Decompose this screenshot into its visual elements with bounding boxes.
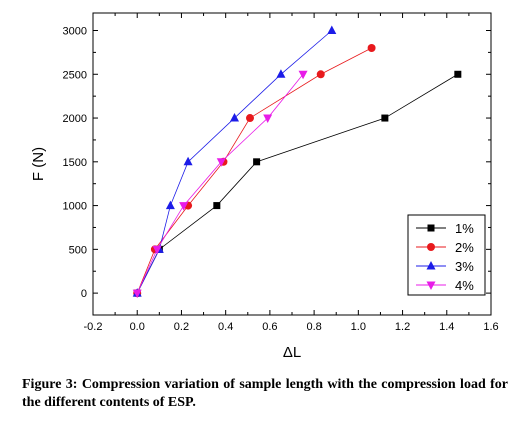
y-tick-label: 1500 <box>63 157 87 169</box>
legend-marker <box>426 281 436 290</box>
data-point <box>152 245 162 255</box>
x-tick-label: 0.6 <box>262 321 277 333</box>
data-point <box>183 156 193 166</box>
x-tick-label: 1.4 <box>439 321 454 333</box>
legend-label: 2% <box>455 240 474 255</box>
data-point <box>327 25 337 35</box>
x-tick-label: -0.2 <box>84 321 103 333</box>
data-point <box>276 69 286 78</box>
legend: 1% 2% 3% 4% <box>407 214 486 296</box>
series-layer <box>132 25 462 299</box>
y-tick-label: 500 <box>69 244 87 256</box>
y-tick-label: 2500 <box>63 69 87 81</box>
data-point <box>367 44 376 53</box>
data-point <box>230 113 240 122</box>
data-point <box>454 70 462 78</box>
series-4 <box>132 70 308 299</box>
x-axis-title: ΔL <box>283 344 301 361</box>
y-tick-label: 2000 <box>63 113 87 125</box>
legend-label: 4% <box>455 278 474 293</box>
data-point <box>245 114 254 123</box>
legend-marker <box>427 243 435 251</box>
legend-item: 1% <box>416 221 474 236</box>
y-tick-label: 0 <box>81 288 87 300</box>
x-tick-label: 0.2 <box>174 321 189 333</box>
data-point <box>381 114 389 122</box>
legend-label: 3% <box>455 259 474 274</box>
legend-item: 3% <box>416 259 474 274</box>
series-line <box>136 74 304 294</box>
x-tick-label: 1.0 <box>351 321 366 333</box>
data-point <box>263 114 273 124</box>
data-point <box>316 70 325 79</box>
x-tick-label: 0.8 <box>306 321 321 333</box>
figure-caption: Figure 3: Compression variation of sampl… <box>22 376 508 412</box>
data-point <box>179 202 189 211</box>
x-tick-label: 1.6 <box>483 321 498 333</box>
legend-marker <box>427 224 435 232</box>
y-tick-label: 1000 <box>63 201 87 213</box>
data-point <box>132 289 142 299</box>
data-point <box>216 158 226 167</box>
legend-label: 1% <box>455 221 474 236</box>
axis-ticks: -0.2 0.0 0.2 0.4 0.6 0.8 1.0 1.2 1.4 1.6 0 500 1000 1… <box>63 13 499 333</box>
x-tick-label: 0.0 <box>130 321 145 333</box>
data-point <box>165 200 175 210</box>
legend-item: 4% <box>416 278 474 293</box>
data-point <box>253 158 261 166</box>
y-axis-title: F (N) <box>30 147 47 181</box>
figure-caption-label: Figure 3: <box>22 377 78 392</box>
legend-item: 2% <box>416 240 474 255</box>
data-point <box>213 202 221 210</box>
data-point <box>298 70 308 80</box>
x-tick-label: 1.2 <box>395 321 410 333</box>
legend-marker <box>426 261 436 270</box>
chart: -0.2 0.0 0.2 0.4 0.6 0.8 1.0 1.2 1.4 1.6 0 500 1000 1… <box>30 12 499 361</box>
x-tick-label: 0.4 <box>218 321 233 333</box>
y-tick-label: 3000 <box>63 26 87 38</box>
figure-caption-text: Compression variation of sample length w… <box>22 377 508 410</box>
